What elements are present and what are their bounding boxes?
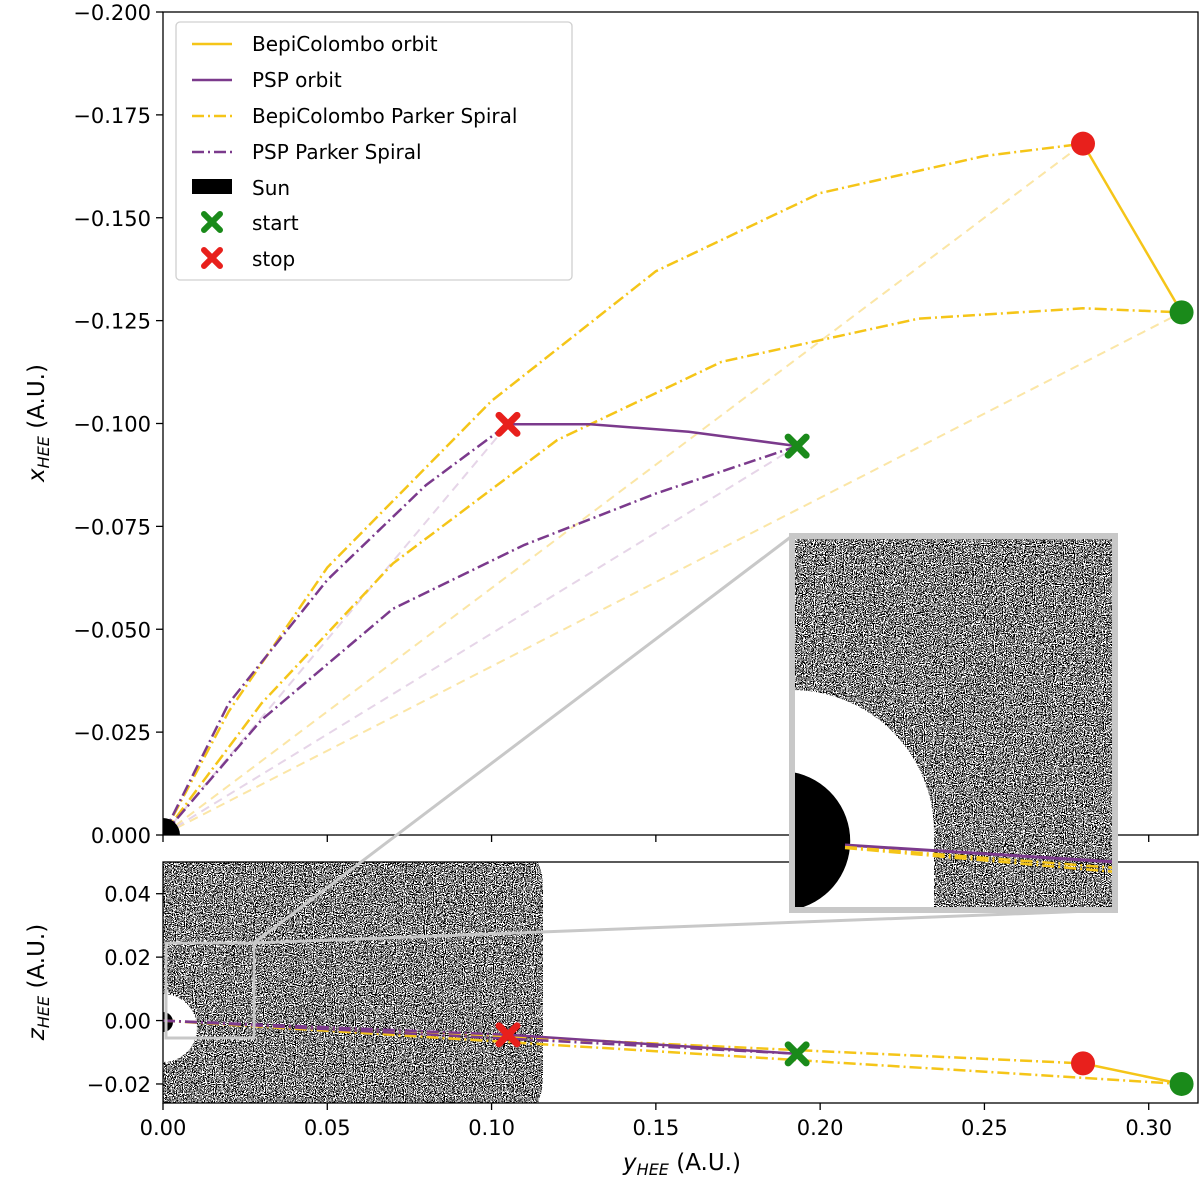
bottom-axes-frame — [162, 861, 1199, 1104]
bottom-markers-group — [495, 1022, 1194, 1096]
legend-label-bepi-spiral: BepiColombo Parker Spiral — [252, 104, 517, 128]
inset-bepi-line-1 — [844, 845, 1115, 870]
bottom-xlabel-unit: (A.U.) — [669, 1150, 741, 1176]
bottom-marker-bepi-stop — [1071, 1051, 1095, 1076]
bottom-xtick-label-1: 0.05 — [304, 1116, 351, 1140]
bottom-xlabel: yHEE (A.U.) — [622, 1150, 741, 1179]
bottom-xlabel-main: y — [622, 1150, 637, 1176]
top-ylabel: xHEE (A.U.) — [24, 364, 53, 483]
legend-frame — [175, 21, 573, 281]
zoom-connector-upper — [253, 534, 793, 945]
top-ytick-label-6: −0.050 — [73, 618, 151, 642]
top-y-ticks: −0.200 −0.175 −0.150 −0.125 −0.100 −0.075 −0.0… — [73, 1, 163, 848]
zoom-inset — [253, 533, 1118, 945]
zoom-connector-lower — [253, 908, 1117, 945]
bottom-xtick-label-6: 0.30 — [1125, 1116, 1172, 1140]
legend: BepiColombo orbit PSP orbit BepiColombo … — [175, 21, 573, 281]
inset-psp-line — [844, 843, 1115, 864]
bottom-ticks-group: 0.04 0.02 0.00 −0.02 0.00 0.05 0.10 0.15 0.20 0.2… — [87, 883, 1172, 1140]
top-ylabel-main: x — [24, 468, 50, 483]
top-marker-psp-stop — [495, 411, 521, 437]
bottom-series-2 — [163, 1019, 1182, 1086]
stop-x-icon — [201, 247, 223, 269]
top-series-5 — [163, 423, 509, 835]
legend-label-bepi-orbit: BepiColombo orbit — [252, 32, 438, 56]
top-series-7 — [163, 142, 1084, 835]
top-series-8 — [163, 445, 798, 835]
occulter-disk — [163, 994, 197, 1062]
start-x-icon — [201, 211, 223, 233]
top-axes-frame — [162, 11, 1199, 836]
top-marker-psp-start — [784, 433, 810, 459]
legend-entry-bepi-orbit: BepiColombo orbit — [192, 32, 438, 56]
bottom-series-1 — [507, 1033, 798, 1056]
bottom-ytick-label-0: 0.04 — [104, 883, 151, 907]
top-panel: −0.200 −0.175 −0.150 −0.125 −0.100 −0.075 −0.0… — [24, 1, 1199, 848]
top-ytick-label-8: 0.000 — [91, 824, 151, 848]
bottom-marker-bepi-start — [1169, 1071, 1194, 1096]
top-ylabel-unit: (A.U.) — [24, 364, 50, 436]
coronagraph-image — [163, 862, 543, 1103]
legend-entry-psp-spiral: PSP Parker Spiral — [192, 140, 422, 164]
bottom-ylabel: zHEE (A.U.) — [24, 924, 53, 1041]
legend-entry-stop: stop — [201, 247, 295, 271]
top-ylabel-sub: HEE — [34, 435, 53, 468]
bottom-xtick-label-4: 0.20 — [797, 1116, 844, 1140]
bottom-ylabel-main: z — [24, 1027, 50, 1041]
bottom-ylabel-unit: (A.U.) — [24, 924, 50, 996]
top-ytick-label-5: −0.075 — [73, 515, 151, 539]
top-marker-bepi-stop — [1071, 131, 1095, 156]
zoom-box — [164, 941, 256, 1040]
legend-label-stop: stop — [252, 247, 295, 271]
bottom-ytick-label-1: 0.02 — [104, 946, 151, 970]
bottom-marker-psp-start — [784, 1041, 810, 1067]
bottom-ytick-label-2: 0.00 — [104, 1010, 151, 1034]
bottom-xlabel-sub: HEE — [637, 1160, 670, 1179]
top-ytick-label-0: −0.200 — [73, 1, 151, 25]
inset-sun-disk — [792, 772, 851, 910]
bottom-series-group — [163, 1019, 1182, 1086]
bottom-series-5 — [163, 1019, 509, 1037]
top-ytick-label-3: −0.125 — [73, 310, 151, 334]
inset-frame — [789, 533, 1118, 913]
bottom-panel: 0.04 0.02 0.00 −0.02 0.00 0.05 0.10 0.15 0.20 0.2… — [24, 861, 1199, 1179]
bottom-xtick-label-0: 0.00 — [140, 1116, 187, 1140]
bottom-series-0 — [1082, 1062, 1182, 1086]
inset-bepi-line-2 — [844, 846, 1115, 874]
legend-entry-sun: Sun — [192, 176, 290, 200]
bottom-xtick-label-2: 0.10 — [468, 1116, 515, 1140]
bottom-marker-psp-stop — [495, 1022, 521, 1048]
bottom-ytick-label-3: −0.02 — [87, 1073, 151, 1097]
legend-entry-psp-orbit: PSP orbit — [192, 68, 342, 92]
top-series-1 — [508, 423, 798, 448]
top-ytick-label-7: −0.025 — [73, 721, 151, 745]
legend-label-sun: Sun — [252, 176, 290, 200]
top-series-4 — [163, 444, 798, 835]
top-markers-group — [495, 131, 1194, 459]
top-ytick-label-2: −0.150 — [73, 207, 151, 231]
legend-entry-start: start — [201, 211, 299, 235]
legend-label-psp-spiral: PSP Parker Spiral — [252, 140, 422, 164]
top-series-6 — [163, 311, 1183, 835]
top-series-group — [163, 142, 1183, 835]
top-series-2 — [163, 307, 1182, 835]
legend-label-start: start — [252, 211, 299, 235]
top-ytick-label-1: −0.175 — [73, 104, 151, 128]
legend-entry-bepi-spiral: BepiColombo Parker Spiral — [192, 104, 517, 128]
legend-label-psp-orbit: PSP orbit — [252, 68, 342, 92]
bottom-xtick-label-5: 0.25 — [961, 1116, 1008, 1140]
sun-top — [163, 818, 180, 835]
top-series-3 — [163, 142, 1084, 835]
top-series-9 — [163, 423, 509, 835]
bottom-ylabel-sub: HEE — [34, 995, 53, 1028]
top-marker-bepi-start — [1169, 300, 1194, 325]
top-ytick-label-4: −0.100 — [73, 413, 151, 437]
bottom-xtick-label-3: 0.15 — [632, 1116, 679, 1140]
top-series-0 — [1081, 143, 1183, 314]
